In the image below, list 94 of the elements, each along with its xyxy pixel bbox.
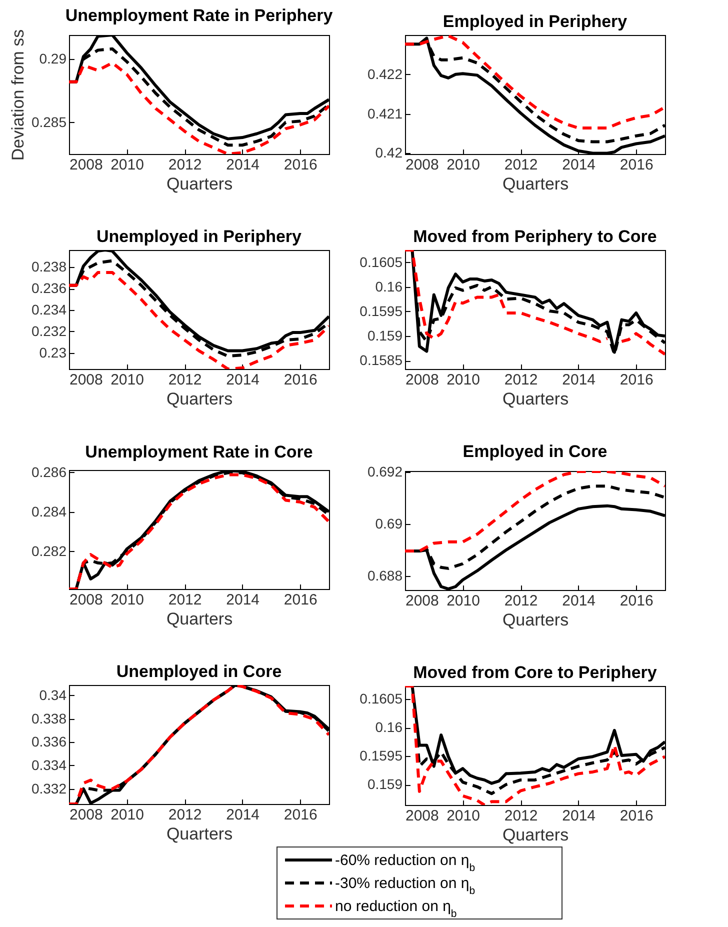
x-tick-label: 2016 xyxy=(284,372,318,388)
x-tick-label: 2012 xyxy=(504,156,538,174)
y-tick-label: 0.234 xyxy=(31,302,67,318)
x-axis-title: Quarters xyxy=(502,826,569,844)
x-tick-label: 2014 xyxy=(226,806,260,824)
line-series xyxy=(405,471,665,553)
x-tick-label: 2012 xyxy=(168,592,202,608)
x-tick-label: 2012 xyxy=(168,372,202,388)
y-tick-label: 0.34 xyxy=(39,687,67,703)
x-tick-label: 2016 xyxy=(284,156,318,174)
y-tick-label: 0.422 xyxy=(367,66,403,82)
chart-title: Moved from Periphery to Core xyxy=(413,227,657,246)
y-tick-label: 0.284 xyxy=(31,503,67,520)
legend-label: -30% reduction on η$_{b}$ xyxy=(335,875,476,897)
x-tick-label: 2012 xyxy=(168,156,202,174)
y-tick-label: 0.336 xyxy=(31,734,67,750)
y-tick-label: 0.159 xyxy=(367,328,403,344)
y-tick-label: 0.236 xyxy=(31,280,67,296)
y-tick-label: 0.16 xyxy=(375,719,403,736)
x-tick-label: 2014 xyxy=(562,592,596,610)
y-tick-label: 0.1585 xyxy=(360,352,403,368)
x-tick-label: 2016 xyxy=(620,808,654,824)
x-tick-label: 2008 xyxy=(406,372,439,388)
y-tick-label: 0.338 xyxy=(31,710,67,726)
x-tick-label: 2016 xyxy=(620,156,654,174)
x-tick-label: 2012 xyxy=(504,592,538,610)
x-tick-label: 2014 xyxy=(226,592,260,608)
y-tick-label: 0.23 xyxy=(39,344,67,360)
y-tick-label: 0.282 xyxy=(31,542,67,559)
x-tick-label: 2012 xyxy=(168,806,202,824)
x-tick-label: 2010 xyxy=(110,592,144,608)
x-tick-label: 2016 xyxy=(620,592,654,610)
y-tick-label: 0.285 xyxy=(31,114,67,130)
y-tick-label: 0.421 xyxy=(367,105,403,122)
chart-title: Unemployed in Core xyxy=(116,662,282,681)
x-tick-label: 2008 xyxy=(406,156,439,174)
x-axis-title: Quarters xyxy=(502,610,569,630)
y-tick-label: 0.42 xyxy=(375,144,403,161)
x-tick-label: 2008 xyxy=(70,372,103,388)
x-tick-label: 2010 xyxy=(446,156,480,174)
x-tick-label: 2012 xyxy=(504,808,538,824)
x-tick-label: 2008 xyxy=(70,806,103,824)
y-tick-label: 0.688 xyxy=(367,567,403,584)
x-tick-label: 2010 xyxy=(110,372,144,388)
x-tick-label: 2012 xyxy=(504,372,538,388)
x-tick-label: 2008 xyxy=(70,592,103,608)
chart-title: Unemployment Rate in Periphery xyxy=(65,6,334,25)
y-tick-label: 0.69 xyxy=(375,516,403,532)
y-tick-label: 0.1605 xyxy=(360,254,403,270)
x-tick-label: 2008 xyxy=(406,808,439,824)
y-tick-label: 0.332 xyxy=(31,780,67,796)
x-tick-label: 2010 xyxy=(446,372,480,388)
y-tick-label: 0.1605 xyxy=(360,690,403,707)
y-tick-label: 0.692 xyxy=(367,464,403,480)
x-tick-label: 2014 xyxy=(562,372,596,388)
chart-title: Employed in Periphery xyxy=(442,12,628,31)
x-axis-title: Quarters xyxy=(502,174,569,194)
chart-title: Moved from Core to Periphery xyxy=(413,663,658,682)
chart-title: Employed in Core xyxy=(462,442,608,462)
x-axis-title: Quarters xyxy=(166,390,233,408)
y-tick-label: 0.29 xyxy=(39,50,67,67)
line-series xyxy=(69,271,329,369)
x-tick-label: 2010 xyxy=(110,806,144,824)
x-tick-label: 2010 xyxy=(446,592,480,610)
x-axis-title: Quarters xyxy=(166,174,233,194)
x-axis-title: Quarters xyxy=(166,610,233,628)
y-tick-label: 0.238 xyxy=(31,258,67,275)
x-tick-label: 2016 xyxy=(620,372,654,388)
y-tick-label: 0.159 xyxy=(367,776,403,792)
x-tick-label: 2016 xyxy=(284,592,318,608)
x-tick-label: 2008 xyxy=(406,592,439,610)
x-tick-label: 2014 xyxy=(226,156,260,174)
y-tick-label: 0.16 xyxy=(375,278,403,294)
x-tick-label: 2010 xyxy=(110,156,144,174)
x-tick-label: 2014 xyxy=(562,156,596,174)
x-axis-title: Quarters xyxy=(502,390,569,408)
x-tick-label: 2016 xyxy=(284,806,318,824)
y-tick-label: 0.232 xyxy=(31,322,67,339)
line-series xyxy=(405,35,665,130)
x-axis-title: Quarters xyxy=(166,824,233,844)
chart-title: Unemployed in Periphery xyxy=(96,227,302,246)
x-tick-label: 2010 xyxy=(446,808,480,824)
y-tick-label: 0.1595 xyxy=(360,748,403,764)
x-tick-label: 2014 xyxy=(226,372,260,388)
y-tick-label: 0.286 xyxy=(31,464,67,480)
chart-title: Unemployment Rate in Core xyxy=(85,442,313,462)
y-tick-label: 0.1595 xyxy=(360,302,403,319)
legend-label: no reduction on η$_{b}$ xyxy=(335,898,457,920)
y-axis-title: Deviation from ss xyxy=(8,29,28,161)
legend-label: -60% reduction on η$_{b}$ xyxy=(335,852,476,874)
line-series xyxy=(69,61,329,154)
y-tick-label: 0.334 xyxy=(31,757,67,773)
x-tick-label: 2014 xyxy=(562,808,596,824)
x-tick-label: 2008 xyxy=(70,156,103,174)
